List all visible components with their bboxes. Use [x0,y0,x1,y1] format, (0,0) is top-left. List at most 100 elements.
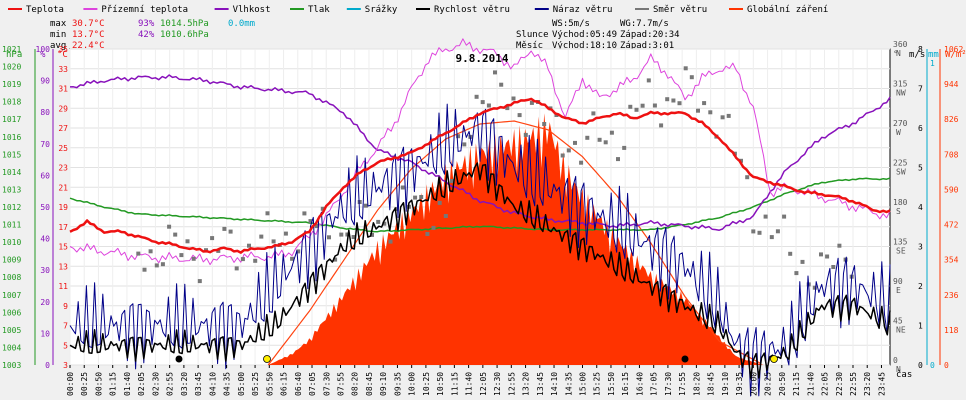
stat-max-press: 1014.5hPa [160,19,209,29]
axis-x-tick: 12:30 [493,372,502,396]
series-wind-speed [69,162,891,379]
axis-ms-tick: 7 [918,85,923,94]
axis-x-tick: 19:35 [735,372,744,396]
axis-temp-tick: 23 [58,164,68,173]
axis-temp-tick: 3 [63,361,68,370]
wind-direction-point [302,211,307,216]
axes: hPa% °C1003100410051006100710081009101010… [2,40,966,396]
axis-temp-tick: 21 [58,183,68,192]
series-theoretical-radiation [267,120,761,366]
axis-x-tick: 22:30 [835,372,844,396]
wind-direction-point [646,78,651,83]
wind-direction-point [376,219,381,224]
axis-hpa-tick: 1009 [2,256,21,265]
axis-wm2-tick: 472 [944,221,959,230]
axis-pct-tick: 60 [40,171,50,180]
stat-avg-temp: 22.4°C [72,41,105,51]
stat-min-temp: 13.7°C [72,30,105,40]
axis-dir-tick: 225 [893,159,908,168]
wind-direction-point [499,82,504,87]
axis-ms-tick: 6 [918,124,923,133]
axis-mm-tick: 0 [930,361,935,370]
axis-temp-tick: 13 [58,262,68,271]
wind-direction-point [314,224,319,229]
axis-hpa-tick: 1014 [2,168,21,177]
axis-pct-tick: 30 [40,266,50,275]
wind-direction-point [210,236,215,241]
axis-x-tick: 14:10 [550,372,559,396]
axis-x-tick: 14:35 [564,372,573,396]
wind-direction-point [308,219,313,224]
wind-direction-point [228,229,233,234]
wind-direction-point [437,200,442,205]
axis-pct-tick: 0 [45,361,50,370]
wind-direction-point [142,267,147,272]
wind-direction-point [769,235,774,240]
wind-direction-point [148,249,153,254]
axis-temp-tick: 25 [58,144,68,153]
wind-direction-point [382,221,387,226]
legend-label: Rychlost větru [434,5,510,15]
axis-x-tick: 15:50 [607,372,616,396]
axis-hpa-tick: 1008 [2,273,21,282]
wind-direction-point [327,235,331,240]
axis-ms-tick: 4 [918,203,923,212]
wind-direction-point [222,226,227,231]
axis-x-tick: 22:55 [849,372,858,396]
axis-pct-tick: 20 [40,298,50,307]
axis-x-tick: 23:20 [863,372,872,396]
axis-dir-tick-compass: SE [896,247,906,256]
wind-direction-point [708,110,713,115]
wind-direction-point [400,185,405,190]
wind-direction-point [247,243,251,248]
axis-x-tick: 12:05 [479,372,488,396]
wind-direction-point [763,214,768,219]
wind-direction-point [591,111,596,116]
axis-hpa-tick: 1015 [2,150,21,159]
axis-wm2-tick: 354 [944,256,959,265]
axis-ms-tick: 8 [918,45,923,54]
wind-direction-point [283,231,288,236]
axis-x-tick: 17:30 [664,372,673,396]
wind-direction-point [757,230,762,235]
wind-direction-point [745,175,750,180]
stat-max-temp: 30.7°C [72,19,105,29]
wind-direction-point [628,104,633,109]
legend-label: Tlak [308,5,330,15]
axis-x-tick: 02:05 [137,372,146,396]
axis-x-tick: 03:20 [180,372,189,396]
axis-x-tick: 22:05 [821,372,830,396]
axis-ms-tick: 2 [918,282,923,291]
axis-hpa-tick: 1013 [2,185,21,194]
axis-temp-tick: 15 [58,243,68,252]
wind-direction-point [413,195,418,200]
chart-title: 9.8.2014 [456,52,509,65]
axis-x-label: čas [896,369,912,380]
legend-label: Směr větru [653,5,707,15]
wind-direction-point [320,206,325,211]
axis-dir-tick: 45 [893,317,903,326]
axis-temp-tick: 19 [58,203,68,212]
axis-x-tick: 20:25 [764,372,773,396]
wind-direction-point [339,232,344,237]
axis-x-tick: 23:45 [878,372,887,396]
axis-pct-tick: 90 [40,77,50,86]
wind-direction-point [136,251,141,256]
wind-direction-point [665,97,670,102]
axis-hpa-tick: 1010 [2,238,21,247]
sun-set: Západ:20:34 [620,30,680,40]
stat-avg-label: avg [50,41,66,51]
axis-dir-tick-compass: NW [896,89,906,98]
moonrise-marker [681,355,689,363]
legend-label: Náraz větru [553,5,613,15]
axis-wm2-tick: 826 [944,115,959,124]
axis-pct-label: % [40,50,46,60]
stat-max-hum: 93% [138,19,155,29]
axis-dir-label: ° [893,50,898,60]
wind-direction-point [696,108,700,113]
axis-x-tick: 21:15 [792,372,801,396]
stat-max-rain: 0.0mm [228,19,255,29]
moon-set: Západ:3:01 [620,41,674,51]
stat-min-hum: 42% [138,30,155,40]
